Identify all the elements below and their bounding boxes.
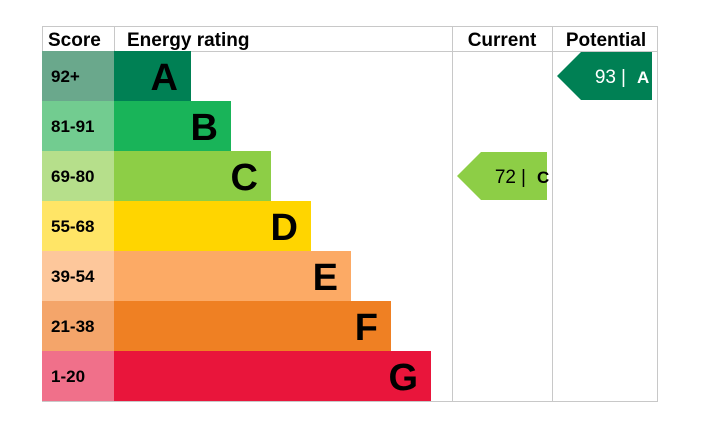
current-rating-arrow bbox=[457, 152, 547, 200]
current-rating-value: 72 bbox=[495, 167, 516, 188]
score-range-e: 39-54 bbox=[51, 267, 95, 286]
current-header: Current bbox=[468, 30, 537, 51]
potential-rating-separator: | bbox=[621, 67, 626, 88]
band-bar-g bbox=[114, 351, 431, 401]
score-header: Score bbox=[48, 30, 101, 51]
band-bar-e bbox=[114, 251, 351, 301]
rating-indicators: 72 | C93 | A bbox=[457, 52, 652, 200]
score-range-a: 92+ bbox=[51, 67, 80, 86]
score-cell-c bbox=[42, 151, 114, 201]
potential-rating-letter: A bbox=[637, 68, 649, 87]
band-bar-b bbox=[114, 101, 231, 151]
table-headers: Score Energy rating Current Potential bbox=[48, 30, 646, 51]
score-range-c: 69-80 bbox=[51, 167, 94, 186]
rating-bands: 92+ A 81-91 B 69-80 C 55-68 D 39-54 E 21-38 F 1-20 G bbox=[42, 51, 431, 401]
potential-header: Potential bbox=[566, 30, 646, 51]
score-cell-f bbox=[42, 301, 114, 351]
band-letter-c: C bbox=[231, 157, 258, 199]
score-cell-g bbox=[42, 351, 114, 401]
band-letter-e: E bbox=[313, 257, 338, 299]
score-range-f: 21-38 bbox=[51, 317, 94, 336]
band-bar-a bbox=[114, 51, 191, 101]
band-bar-f bbox=[114, 301, 391, 351]
score-cell-a bbox=[42, 51, 114, 101]
score-range-d: 55-68 bbox=[51, 217, 94, 236]
band-bar-d bbox=[114, 201, 311, 251]
band-bar-c bbox=[114, 151, 271, 201]
energy-rating-header: Energy rating bbox=[127, 30, 249, 51]
score-range-b: 81-91 bbox=[51, 117, 94, 136]
band-letter-f: F bbox=[355, 307, 378, 349]
potential-rating-value: 93 bbox=[595, 67, 616, 88]
current-rating-separator: | bbox=[521, 167, 526, 188]
score-cell-e bbox=[42, 251, 114, 301]
score-cell-d bbox=[42, 201, 114, 251]
band-letter-b: B bbox=[191, 107, 218, 149]
score-range-g: 1-20 bbox=[51, 367, 85, 386]
current-rating-letter: C bbox=[537, 168, 549, 187]
potential-rating-arrow bbox=[557, 52, 652, 100]
band-letter-d: D bbox=[271, 207, 298, 249]
band-letter-a: A bbox=[151, 57, 178, 99]
score-cell-b bbox=[42, 101, 114, 151]
band-letter-g: G bbox=[388, 357, 418, 399]
